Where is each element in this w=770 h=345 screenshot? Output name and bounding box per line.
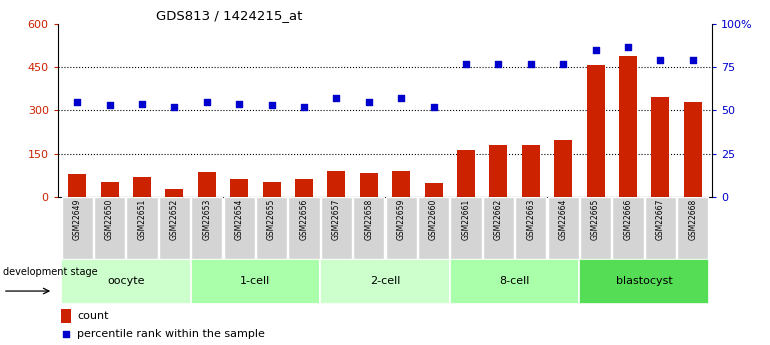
Bar xyxy=(450,197,481,259)
Text: oocyte: oocyte xyxy=(107,276,145,286)
Bar xyxy=(289,197,320,259)
Text: GSM22653: GSM22653 xyxy=(203,198,211,240)
Text: GSM22655: GSM22655 xyxy=(267,198,276,240)
Bar xyxy=(320,259,450,304)
Text: GSM22668: GSM22668 xyxy=(688,198,698,240)
Text: GSM22656: GSM22656 xyxy=(300,198,309,240)
Bar xyxy=(515,197,547,259)
Bar xyxy=(61,309,71,323)
Bar xyxy=(457,150,475,197)
Point xyxy=(290,253,302,258)
Text: development stage: development stage xyxy=(3,267,98,277)
Bar xyxy=(651,97,669,197)
Text: GSM22665: GSM22665 xyxy=(591,198,600,240)
Point xyxy=(687,58,699,63)
Bar xyxy=(159,197,190,259)
Bar xyxy=(126,197,158,259)
Point xyxy=(330,96,343,101)
Text: GSM22650: GSM22650 xyxy=(105,198,114,240)
Point xyxy=(168,104,180,110)
Point xyxy=(201,99,213,105)
Point xyxy=(233,101,246,106)
Bar xyxy=(133,177,151,197)
Bar xyxy=(223,197,255,259)
Text: GSM22664: GSM22664 xyxy=(559,198,567,240)
Bar xyxy=(94,197,126,259)
Text: 2-cell: 2-cell xyxy=(370,276,400,286)
Text: blastocyst: blastocyst xyxy=(616,276,672,286)
Bar xyxy=(69,174,86,197)
Point xyxy=(590,47,602,53)
Point xyxy=(395,96,407,101)
Text: percentile rank within the sample: percentile rank within the sample xyxy=(77,329,265,339)
Text: GSM22658: GSM22658 xyxy=(364,198,373,240)
Bar xyxy=(191,259,320,304)
Bar xyxy=(191,197,223,259)
Text: count: count xyxy=(77,311,109,321)
Point xyxy=(492,61,504,67)
Bar xyxy=(353,197,384,259)
Bar xyxy=(198,172,216,197)
Bar xyxy=(522,146,540,197)
Text: GSM22657: GSM22657 xyxy=(332,198,341,240)
Bar xyxy=(101,182,119,197)
Bar xyxy=(327,171,345,197)
Text: GSM22649: GSM22649 xyxy=(72,198,82,240)
Bar xyxy=(230,179,248,197)
Text: GSM22663: GSM22663 xyxy=(527,198,535,240)
Point xyxy=(103,102,116,108)
Text: GSM22667: GSM22667 xyxy=(656,198,665,240)
Bar xyxy=(263,182,280,197)
Text: GDS813 / 1424215_at: GDS813 / 1424215_at xyxy=(156,9,303,22)
Bar xyxy=(62,197,92,259)
Bar xyxy=(425,183,443,197)
Point xyxy=(71,99,83,105)
Bar xyxy=(386,197,417,259)
Text: 8-cell: 8-cell xyxy=(500,276,530,286)
Point xyxy=(622,44,634,49)
Bar xyxy=(166,189,183,197)
Bar xyxy=(418,197,449,259)
Text: 1-cell: 1-cell xyxy=(240,276,270,286)
Point xyxy=(136,101,148,106)
Point xyxy=(266,102,278,108)
Point xyxy=(298,104,310,110)
Bar xyxy=(678,197,708,259)
Text: GSM22654: GSM22654 xyxy=(235,198,243,240)
Bar xyxy=(579,259,709,304)
Bar xyxy=(256,197,287,259)
Bar xyxy=(684,102,701,197)
Point xyxy=(654,58,667,63)
Text: GSM22660: GSM22660 xyxy=(429,198,438,240)
Text: GSM22666: GSM22666 xyxy=(624,198,632,240)
Text: GSM22662: GSM22662 xyxy=(494,198,503,240)
Bar xyxy=(490,145,507,197)
Text: GSM22652: GSM22652 xyxy=(170,198,179,240)
Bar xyxy=(619,56,637,197)
Bar xyxy=(450,259,579,304)
Point xyxy=(363,99,375,105)
Point xyxy=(460,61,472,67)
Bar xyxy=(360,173,378,197)
Point xyxy=(427,104,440,110)
Bar xyxy=(612,197,644,259)
Bar xyxy=(580,197,611,259)
Bar xyxy=(295,179,313,197)
Bar xyxy=(547,197,579,259)
Bar xyxy=(554,140,572,197)
Bar xyxy=(61,259,191,304)
Text: GSM22651: GSM22651 xyxy=(138,198,146,240)
Point xyxy=(557,61,569,67)
Point xyxy=(524,61,537,67)
Bar xyxy=(587,65,604,197)
Text: GSM22659: GSM22659 xyxy=(397,198,406,240)
Bar xyxy=(483,197,514,259)
Bar xyxy=(321,197,352,259)
Bar xyxy=(644,197,676,259)
Bar xyxy=(392,171,410,197)
Text: GSM22661: GSM22661 xyxy=(461,198,470,240)
